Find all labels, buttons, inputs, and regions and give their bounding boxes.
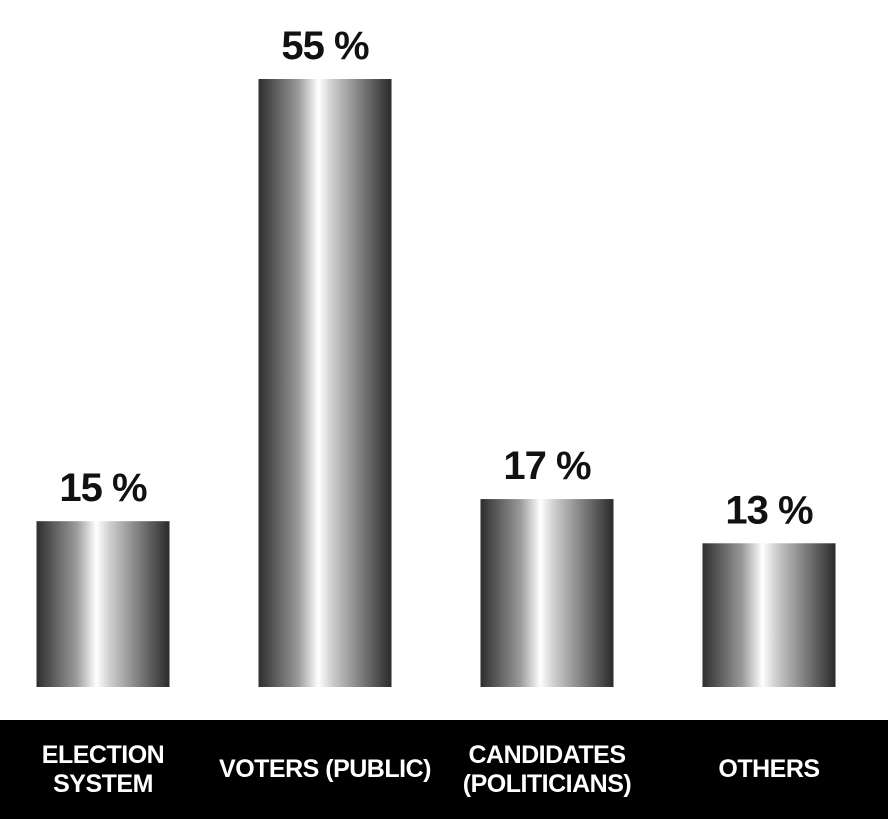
category-band xyxy=(0,720,888,819)
value-label: 13 % xyxy=(725,488,813,532)
value-label: 55 % xyxy=(281,24,369,68)
category-label: OTHERS xyxy=(718,755,820,783)
value-label: 15 % xyxy=(59,466,147,510)
bar xyxy=(258,79,392,687)
bar xyxy=(480,499,614,687)
category-label: ELECTION SYSTEM xyxy=(41,740,165,798)
value-label: 17 % xyxy=(503,444,591,488)
bar xyxy=(702,543,836,687)
category-label: CANDIDATES (POLITICIANS) xyxy=(462,740,632,798)
chart: 15 % 55 % 17 % 13 % xyxy=(36,24,836,687)
bar xyxy=(36,521,170,687)
category-label: VOTERS (PUBLIC) xyxy=(219,755,431,783)
